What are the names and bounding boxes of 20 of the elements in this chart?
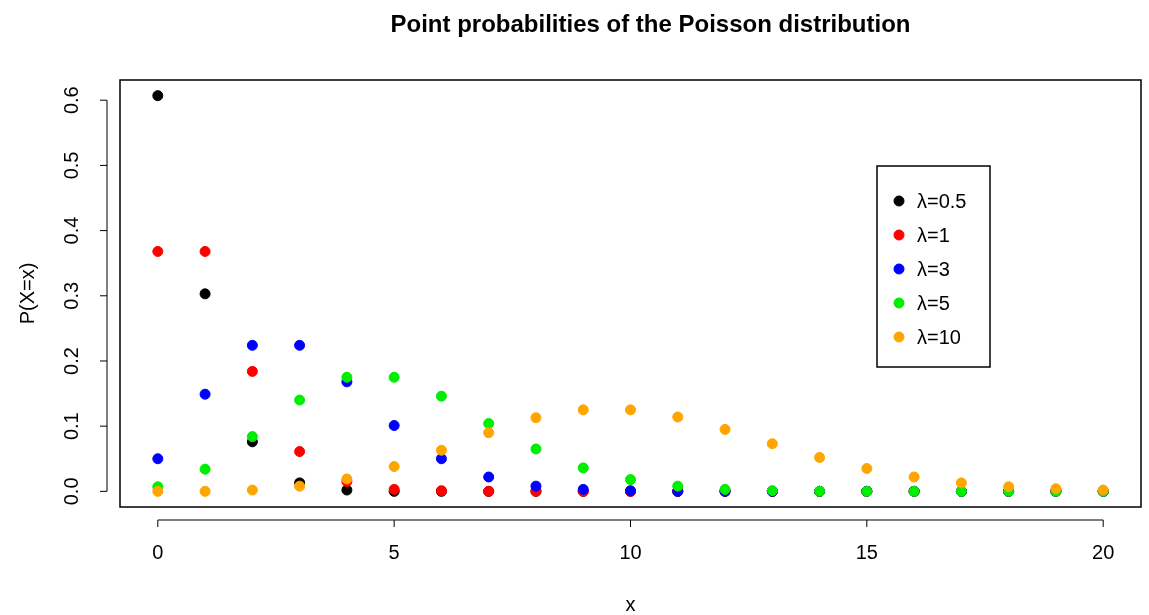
x-tick-label: 20 <box>1092 541 1115 563</box>
legend-label: λ=5 <box>917 292 950 314</box>
chart-title: Point probabilities of the Poisson distribution <box>390 10 911 37</box>
y-tick-label: 0.2 <box>60 347 82 375</box>
y-tick-label: 0.3 <box>60 281 82 310</box>
y-tick-label: 0.4 <box>60 216 82 245</box>
x-axis-title: x <box>625 593 636 615</box>
legend-label: λ=0.5 <box>917 190 967 212</box>
x-tick-label: 5 <box>388 541 400 563</box>
x-tick-label: 15 <box>855 541 878 563</box>
y-axis-title: P(X=x) <box>16 262 38 325</box>
y-tick-label: 0.1 <box>60 412 82 441</box>
x-tick-label: 10 <box>619 541 642 563</box>
legend-label: λ=3 <box>917 258 950 280</box>
x-tick-label: 0 <box>152 541 164 563</box>
y-tick-label: 0.0 <box>60 477 82 506</box>
legend-label: λ=10 <box>917 326 961 348</box>
legend-label: λ=1 <box>917 224 950 246</box>
y-tick-label: 0.6 <box>60 86 82 115</box>
y-tick-label: 0.5 <box>60 151 82 180</box>
